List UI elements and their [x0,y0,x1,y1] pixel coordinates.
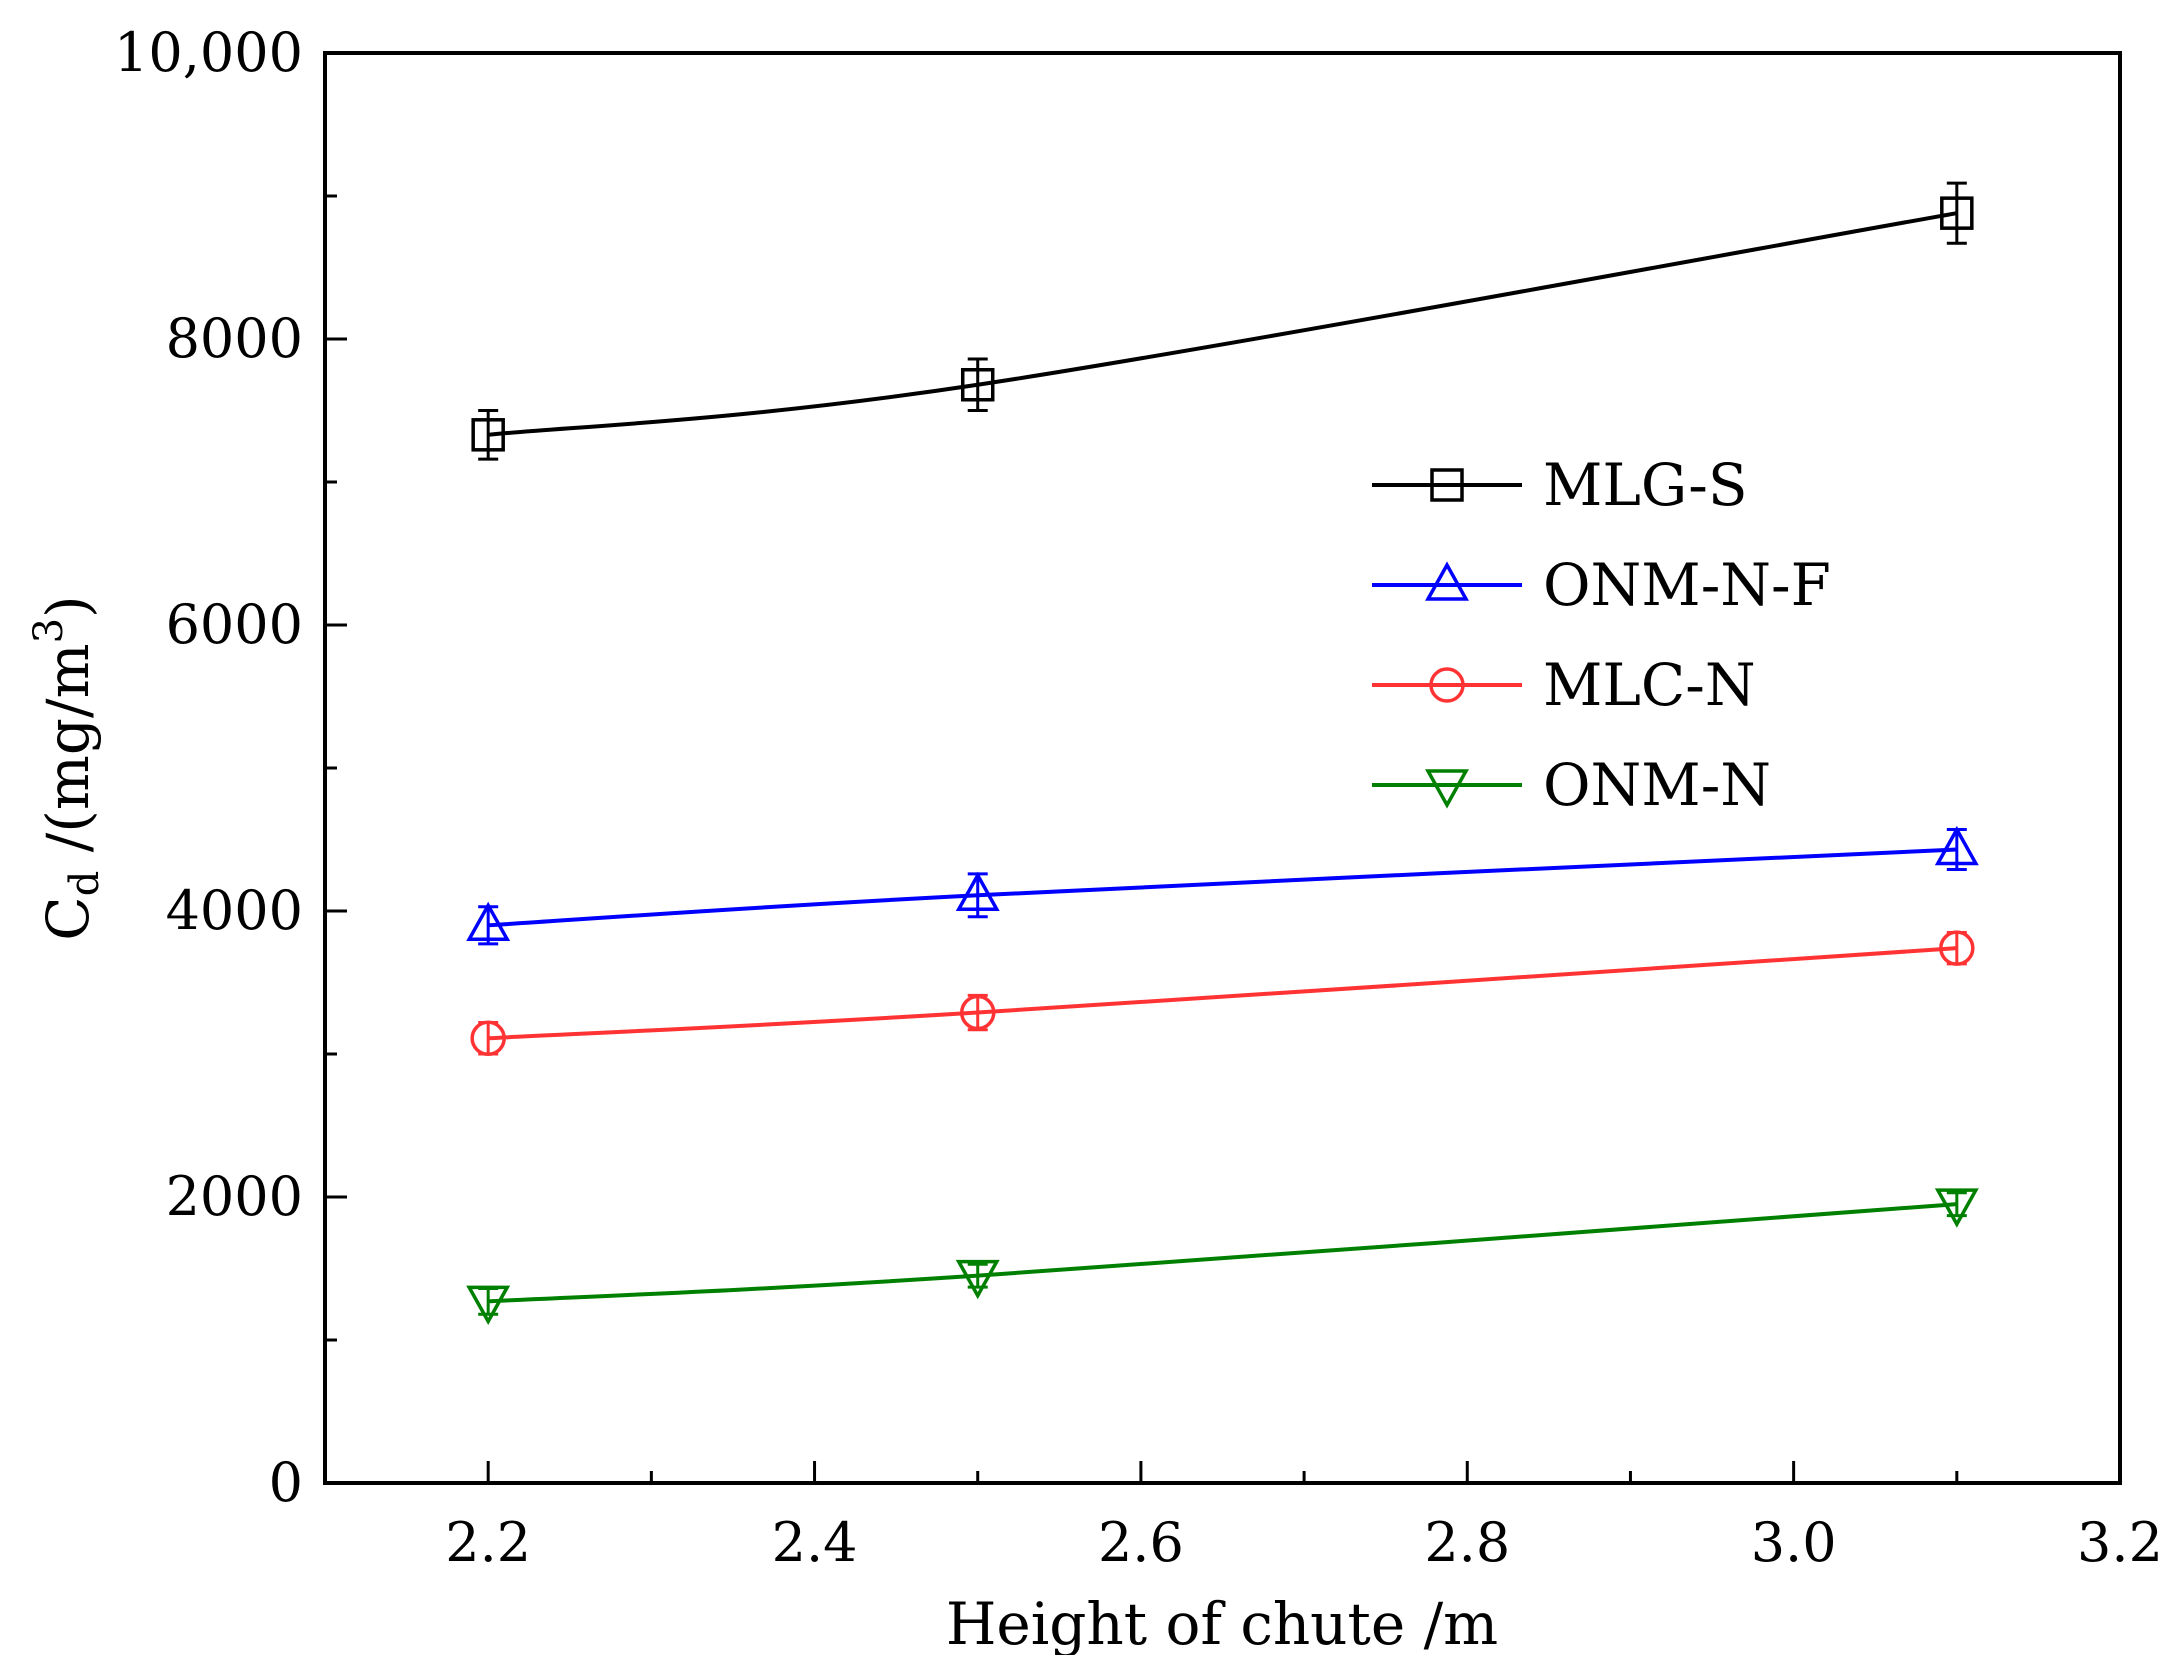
data-point-onm-n [955,1259,1000,1300]
data-point-onm-n-f [466,901,511,942]
x-tick-label: 2.4 [772,1511,858,1574]
series-onm-n-f [466,825,1979,946]
y-axis-title-superscript: 3 [26,618,72,643]
x-tick-label: 2.8 [1424,1511,1510,1574]
series-line-mlg-s [487,211,1958,437]
y-axis-title-unit: /(mg/m [34,643,102,870]
legend-item-mlc-n: MLC-N [1372,651,1756,719]
data-point-mlc-n [470,1020,506,1057]
x-tick-label: 2.2 [445,1511,531,1574]
y-tick-label: 4000 [166,879,303,942]
series-onm-n [466,1188,1979,1325]
legend-label-onm-n: ONM-N [1543,751,1771,819]
y-tick-label: 10,000 [114,21,303,84]
legend-marker-mlc-n [1429,667,1465,703]
x-tick-label: 2.6 [1098,1511,1184,1574]
y-tick-label: 6000 [166,593,303,656]
series-line-mlc-n [488,946,1957,1041]
x-axis: 2.2 2.4 2.6 2.8 3.0 3.2 [445,1461,2163,1574]
series-mlg-s [471,181,1974,461]
legend-item-mlg-s: MLG-S [1372,451,1748,519]
y-tick-label: 0 [269,1451,303,1514]
y-axis-title-close: ) [34,595,102,618]
data-point-mlg-s [1940,196,1974,230]
legend: MLG-S ONM-N-F MLC-N ONM-N [1372,451,1831,819]
data-point-mlg-s [471,418,505,452]
data-point-mlc-n [959,994,996,1031]
legend-marker-mlg-s [1430,468,1464,502]
plot-frame [323,51,2122,1485]
series-line-onm-n-f [488,847,1957,928]
legend-item-onm-n-f: ONM-N-F [1372,551,1831,619]
y-axis-title: Cd /(mg/m3) [26,595,108,940]
y-axis-title-subscript: d [62,871,108,897]
data-point-onm-n [466,1285,511,1325]
legend-marker-onm-n-f [1425,561,1469,601]
y-tick-label: 8000 [166,307,303,370]
x-tick-label: 3.0 [1751,1511,1837,1574]
data-point-onm-n-f [1934,825,1979,866]
series-mlc-n [470,930,1975,1057]
series-line-onm-n [488,1202,1957,1304]
legend-label-onm-n-f: ONM-N-F [1543,551,1831,619]
y-tick-label: 2000 [166,1165,303,1228]
data-point-onm-n [1934,1188,1979,1228]
series-layer [466,181,1979,1325]
legend-item-onm-n: ONM-N [1372,751,1771,819]
legend-label-mlc-n: MLC-N [1543,651,1756,719]
x-axis-title: Height of chute /m [946,1590,1498,1655]
x-tick-label: 3.2 [2077,1511,2163,1574]
data-point-onm-n-f [955,871,1000,912]
data-point-mlg-s [960,368,995,402]
y-axis: 0 2000 4000 6000 8000 10,000 [114,21,347,1514]
y-axis-title-main: C [34,896,102,940]
data-point-mlc-n [1939,930,1975,966]
legend-label-mlg-s: MLG-S [1543,451,1748,519]
legend-marker-onm-n [1425,769,1469,809]
